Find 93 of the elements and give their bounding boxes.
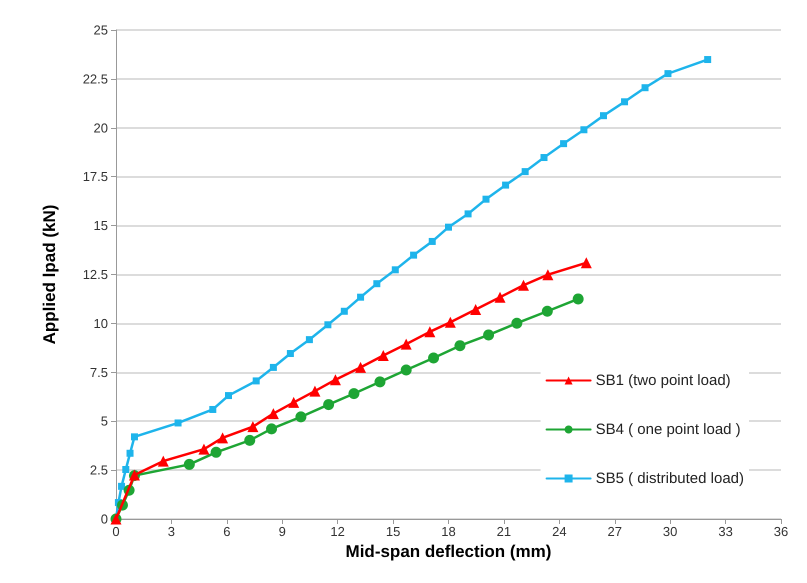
y-tick-label: 2.5 <box>90 462 108 478</box>
point <box>270 364 277 371</box>
point <box>266 423 278 434</box>
y-tick-label: 10 <box>94 316 108 331</box>
x-tick-label: 36 <box>774 524 788 539</box>
point <box>470 304 482 316</box>
point <box>340 308 348 315</box>
x-tick-label: 3 <box>168 524 176 539</box>
legend-label: SB4 ( one point load ) <box>596 421 741 438</box>
point <box>252 377 260 384</box>
point <box>268 408 279 420</box>
x-tick-label: 12 <box>330 524 345 539</box>
y-tick-label: 20 <box>94 120 108 136</box>
x-axis-title: Mid-span deflection (mm) <box>346 542 552 561</box>
x-tick-label: 18 <box>441 524 456 539</box>
point <box>400 338 412 350</box>
point <box>400 364 412 376</box>
point <box>355 362 366 373</box>
point <box>295 411 306 422</box>
point <box>348 388 360 400</box>
x-tick-label: 24 <box>552 524 567 539</box>
point <box>357 294 364 301</box>
point <box>373 280 380 288</box>
point <box>209 406 216 413</box>
y-tick-label: 15 <box>94 218 108 234</box>
point <box>580 257 592 268</box>
y-axis-title: Applied lpad (kN) <box>40 204 59 344</box>
point <box>210 446 222 458</box>
point <box>428 352 440 364</box>
point <box>158 456 169 467</box>
y-tick-label: 12.5 <box>82 267 108 282</box>
x-tick-label: 0 <box>112 524 120 539</box>
point <box>392 266 399 274</box>
point <box>704 56 712 64</box>
point <box>174 419 182 426</box>
point <box>522 168 529 176</box>
y-tick-label: 22.5 <box>82 71 108 86</box>
point <box>247 421 258 432</box>
point <box>424 326 436 338</box>
x-tick-label: 9 <box>278 524 286 539</box>
point <box>642 84 649 92</box>
x-tick-label: 15 <box>386 524 400 539</box>
point <box>572 293 584 304</box>
point <box>184 458 195 470</box>
point <box>540 154 548 162</box>
point <box>244 434 256 446</box>
x-tick-label: 27 <box>608 524 622 539</box>
y-tick-label: 17.5 <box>82 169 108 184</box>
point <box>560 140 568 148</box>
point <box>664 70 672 78</box>
point <box>600 112 607 120</box>
x-tick-label: 6 <box>223 524 230 539</box>
point <box>511 318 522 329</box>
point <box>502 182 510 189</box>
point <box>580 126 588 134</box>
point <box>309 386 320 397</box>
point <box>482 196 490 203</box>
point <box>224 392 232 400</box>
point <box>217 432 228 444</box>
point <box>494 292 506 303</box>
y-tick-label: 7.5 <box>90 364 108 380</box>
point <box>286 350 294 358</box>
point <box>428 238 436 245</box>
point <box>464 210 472 218</box>
point <box>621 98 628 106</box>
point <box>130 433 138 440</box>
point <box>518 280 529 291</box>
point <box>483 329 494 340</box>
point <box>444 316 456 328</box>
point <box>378 350 389 361</box>
point <box>122 466 130 474</box>
point <box>542 269 554 280</box>
x-tick-label: 33 <box>718 524 733 539</box>
point <box>306 336 313 344</box>
legend-label: SB1 (two point load) <box>596 372 731 389</box>
point <box>454 340 466 352</box>
point <box>410 252 418 259</box>
point <box>323 399 334 410</box>
y-tick-label: 5 <box>100 414 108 429</box>
point <box>118 482 126 490</box>
point <box>324 321 332 328</box>
point <box>198 444 210 455</box>
y-tick-label: 0 <box>100 512 108 526</box>
point <box>288 396 300 408</box>
point <box>126 450 134 457</box>
point <box>330 374 341 386</box>
legend-label: SB5 ( distributed load) <box>596 470 744 487</box>
y-tick-label: 25 <box>94 22 108 38</box>
point <box>542 306 553 317</box>
point <box>374 376 386 388</box>
x-tick-label: 21 <box>496 524 512 539</box>
x-tick-label: 30 <box>662 524 678 539</box>
point <box>445 224 452 231</box>
